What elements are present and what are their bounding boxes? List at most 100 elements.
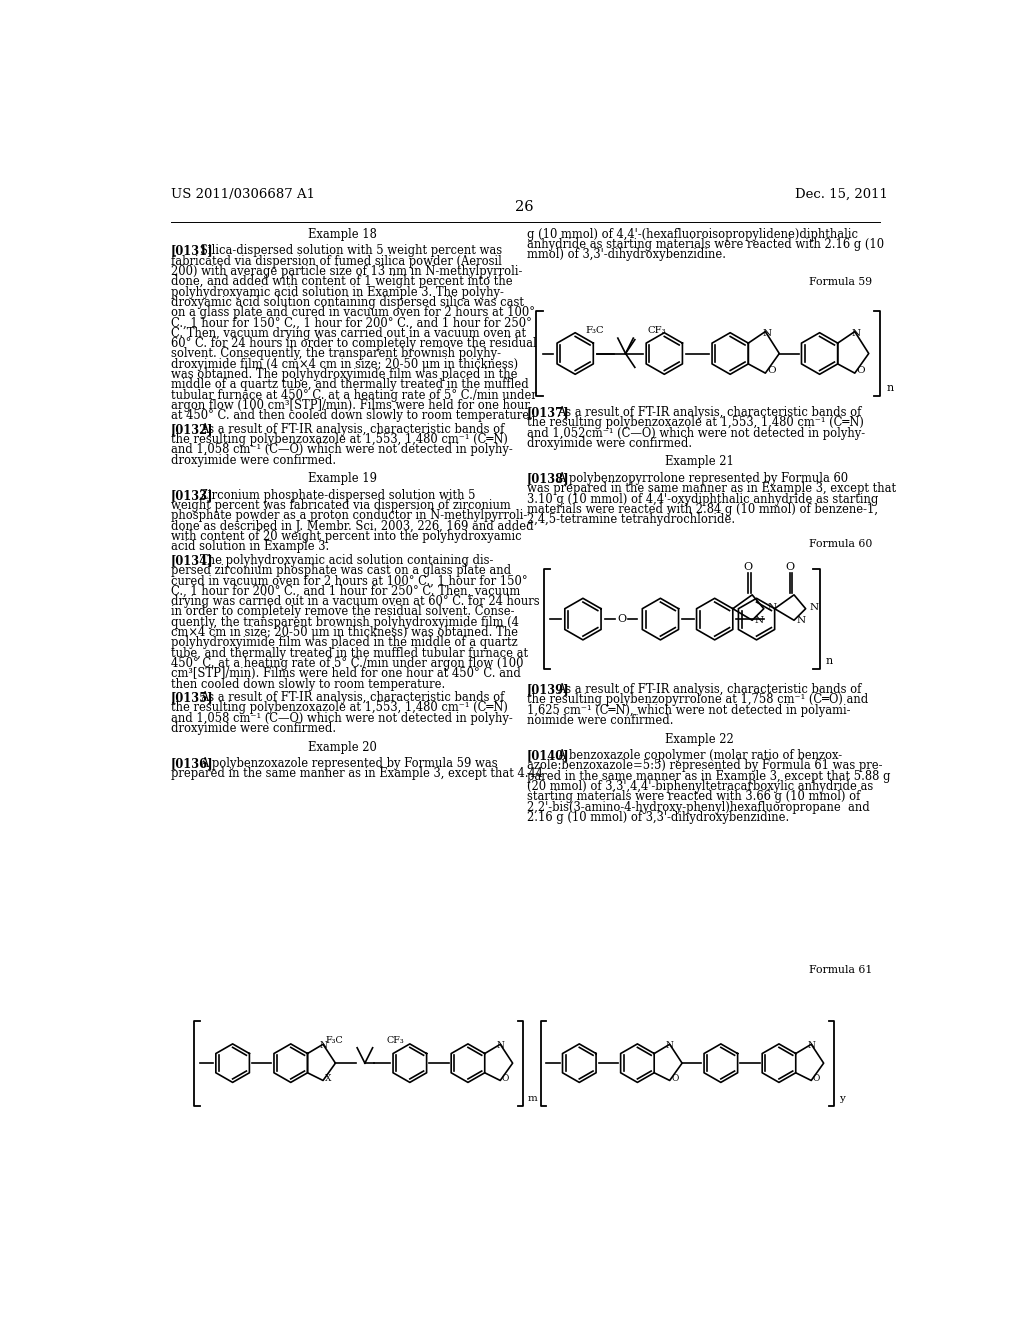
- Text: [0137]: [0137]: [527, 407, 569, 418]
- Text: Formula 61: Formula 61: [809, 965, 872, 974]
- Text: weight percent was fabricated via dispersion of zirconium: weight percent was fabricated via disper…: [171, 499, 510, 512]
- Text: As a result of FT-IR analysis, characteristic bands of: As a result of FT-IR analysis, character…: [200, 692, 505, 704]
- Text: persed zirconium phosphate was cast on a glass plate and: persed zirconium phosphate was cast on a…: [171, 564, 511, 577]
- Text: Zirconium phosphate-dispersed solution with 5: Zirconium phosphate-dispersed solution w…: [200, 488, 475, 502]
- Text: and 1,058 cm⁻¹ (C—O) which were not detected in polyhy-: and 1,058 cm⁻¹ (C—O) which were not dete…: [171, 711, 512, 725]
- Text: Formula 59: Formula 59: [809, 277, 872, 288]
- Text: N: N: [666, 1041, 674, 1051]
- Text: [0140]: [0140]: [527, 750, 569, 762]
- Text: [0136]: [0136]: [171, 758, 213, 770]
- Text: acid solution in Example 3.: acid solution in Example 3.: [171, 540, 329, 553]
- Text: droxyimide film (4 cm×4 cm in size; 20-50 μm in thickness): droxyimide film (4 cm×4 cm in size; 20-5…: [171, 358, 518, 371]
- Text: O: O: [502, 1074, 509, 1084]
- Text: Silica-dispersed solution with 5 weight percent was: Silica-dispersed solution with 5 weight …: [200, 244, 502, 257]
- Text: N: N: [497, 1041, 504, 1051]
- Text: N: N: [755, 615, 764, 624]
- Text: CF₃: CF₃: [387, 1036, 404, 1044]
- Text: was prepared in the same manner as in Example 3, except that: was prepared in the same manner as in Ex…: [527, 482, 896, 495]
- Text: tubular furnace at 450° C. at a heating rate of 5° C./min under: tubular furnace at 450° C. at a heating …: [171, 389, 537, 401]
- Text: Formula 60: Formula 60: [809, 539, 872, 549]
- Text: [0135]: [0135]: [171, 692, 213, 704]
- Text: argon flow (100 cm³[STP]/min). Films were held for one hour: argon flow (100 cm³[STP]/min). Films wer…: [171, 399, 529, 412]
- Text: O: O: [785, 562, 795, 572]
- Text: O: O: [813, 1074, 820, 1084]
- Text: y: y: [839, 1094, 845, 1104]
- Text: mmol) of 3,3'-dihydroxybenzidine.: mmol) of 3,3'-dihydroxybenzidine.: [527, 248, 726, 261]
- Text: at 450° C. and then cooled down slowly to room temperature.: at 450° C. and then cooled down slowly t…: [171, 409, 532, 422]
- Text: tube, and thermally treated in the muffled tubular furnace at: tube, and thermally treated in the muffl…: [171, 647, 527, 660]
- Text: Example 20: Example 20: [308, 741, 377, 754]
- Text: the resulting polybenzoxazole at 1,553, 1,480 cm⁻¹ (C═N): the resulting polybenzoxazole at 1,553, …: [171, 433, 508, 446]
- Text: 450° C. at a heating rate of 5° C./min under argon flow (100: 450° C. at a heating rate of 5° C./min u…: [171, 657, 523, 671]
- Text: g (10 mmol) of 4,4'-(hexafluoroisopropylidene)diphthalic: g (10 mmol) of 4,4'-(hexafluoroisopropyl…: [527, 228, 858, 240]
- Text: anhydride as starting materials were reacted with 2.16 g (10: anhydride as starting materials were rea…: [527, 238, 885, 251]
- Text: and 1,058 cm⁻¹ (C—O) which were not detected in polyhy-: and 1,058 cm⁻¹ (C—O) which were not dete…: [171, 444, 512, 457]
- Text: O: O: [743, 562, 753, 572]
- Text: N: N: [797, 615, 806, 624]
- Text: F₃C: F₃C: [586, 326, 604, 335]
- Text: The polyhydroxyamic acid solution containing dis-: The polyhydroxyamic acid solution contai…: [200, 554, 494, 566]
- Text: was obtained. The polyhydroxyimide film was placed in the: was obtained. The polyhydroxyimide film …: [171, 368, 517, 381]
- Text: A benzoxazole copolymer (molar ratio of benzox-: A benzoxazole copolymer (molar ratio of …: [557, 750, 842, 762]
- Text: [0139]: [0139]: [527, 682, 569, 696]
- Text: n: n: [825, 656, 834, 667]
- Text: droxyamic acid solution containing dispersed silica was cast: droxyamic acid solution containing dispe…: [171, 296, 523, 309]
- Text: and 1,052cm⁻¹ (C—O) which were not detected in polyhy-: and 1,052cm⁻¹ (C—O) which were not detec…: [527, 426, 865, 440]
- Text: N: N: [762, 330, 771, 338]
- Text: C. Then, vacuum drying was carried out in a vacuum oven at: C. Then, vacuum drying was carried out i…: [171, 327, 525, 339]
- Text: [0138]: [0138]: [527, 473, 569, 484]
- Text: droxyimide were confirmed.: droxyimide were confirmed.: [527, 437, 692, 450]
- Text: O: O: [672, 1074, 679, 1084]
- Text: 26: 26: [515, 199, 535, 214]
- Text: C., 1 hour for 150° C., 1 hour for 200° C., and 1 hour for 250°: C., 1 hour for 150° C., 1 hour for 200° …: [171, 317, 531, 330]
- Text: US 2011/0306687 A1: US 2011/0306687 A1: [171, 187, 314, 201]
- Text: As a result of FT-IR analysis, characteristic bands of: As a result of FT-IR analysis, character…: [557, 407, 861, 418]
- Text: N: N: [852, 330, 861, 338]
- Text: [0133]: [0133]: [171, 488, 213, 502]
- Text: [0132]: [0132]: [171, 422, 213, 436]
- Text: the resulting polybenzopyrrolone at 1,758 cm⁻¹ (C═O) and: the resulting polybenzopyrrolone at 1,75…: [527, 693, 868, 706]
- Text: Example 21: Example 21: [665, 455, 733, 469]
- Text: [0134]: [0134]: [171, 554, 213, 566]
- Text: 3.10 g (10 mmol) of 4,4'-oxydiphthalic anhydride as starting: 3.10 g (10 mmol) of 4,4'-oxydiphthalic a…: [527, 492, 879, 506]
- Text: A polybenzoxazole represented by Formula 59 was: A polybenzoxazole represented by Formula…: [200, 758, 498, 770]
- Text: As a result of FT-IR analysis, characteristic bands of: As a result of FT-IR analysis, character…: [200, 422, 505, 436]
- Text: then cooled down slowly to room temperature.: then cooled down slowly to room temperat…: [171, 677, 444, 690]
- Text: done as described in J. Membr. Sci. 2003, 226, 169 and added: done as described in J. Membr. Sci. 2003…: [171, 520, 534, 533]
- Text: 200) with average particle size of 13 nm in N-methylpyrroli-: 200) with average particle size of 13 nm…: [171, 265, 522, 279]
- Text: As a result of FT-IR analysis, characteristic bands of: As a result of FT-IR analysis, character…: [557, 682, 861, 696]
- Text: phosphate powder as a proton conductor in N-methylpyrroli-: phosphate powder as a proton conductor i…: [171, 510, 527, 523]
- Text: N: N: [319, 1041, 327, 1051]
- Text: cm³[STP]/min). Films were held for one hour at 450° C. and: cm³[STP]/min). Films were held for one h…: [171, 668, 520, 680]
- Text: Example 19: Example 19: [308, 473, 377, 486]
- Text: droxyimide were confirmed.: droxyimide were confirmed.: [171, 722, 336, 735]
- Text: fabricated via dispersion of fumed silica powder (Aerosil: fabricated via dispersion of fumed silic…: [171, 255, 502, 268]
- Text: droxyimide were confirmed.: droxyimide were confirmed.: [171, 454, 336, 467]
- Text: pared in the same manner as in Example 3, except that 5.88 g: pared in the same manner as in Example 3…: [527, 770, 891, 783]
- Text: N: N: [810, 603, 818, 611]
- Text: azole:benzoxazole=5:5) represented by Formula 61 was pre-: azole:benzoxazole=5:5) represented by Fo…: [527, 759, 883, 772]
- Text: O: O: [617, 614, 627, 624]
- Text: 2,4,5-tetramine tetrahydrochloride.: 2,4,5-tetramine tetrahydrochloride.: [527, 513, 735, 527]
- Text: Dec. 15, 2011: Dec. 15, 2011: [795, 187, 888, 201]
- Text: [0131]: [0131]: [171, 244, 213, 257]
- Text: cured in vacuum oven for 2 hours at 100° C., 1 hour for 150°: cured in vacuum oven for 2 hours at 100°…: [171, 574, 527, 587]
- Text: polyhydroxyamic acid solution in Example 3. The polyhy-: polyhydroxyamic acid solution in Example…: [171, 285, 504, 298]
- Text: 60° C. for 24 hours in order to completely remove the residual: 60° C. for 24 hours in order to complete…: [171, 337, 537, 350]
- Text: Example 22: Example 22: [665, 733, 733, 746]
- Text: prepared in the same manner as in Example 3, except that 4.44: prepared in the same manner as in Exampl…: [171, 767, 543, 780]
- Text: starting materials were reacted with 3.66 g (10 mmol) of: starting materials were reacted with 3.6…: [527, 791, 860, 804]
- Text: 2,2'-bis(3-amino-4-hydroxy-phenyl)hexafluoropropane  and: 2,2'-bis(3-amino-4-hydroxy-phenyl)hexafl…: [527, 801, 869, 813]
- Text: materials were reacted with 2.84 g (10 mmol) of benzene-1,: materials were reacted with 2.84 g (10 m…: [527, 503, 879, 516]
- Text: m: m: [528, 1094, 538, 1104]
- Text: A polybenzopyrrolone represented by Formula 60: A polybenzopyrrolone represented by Form…: [557, 473, 848, 484]
- Text: N: N: [768, 603, 777, 611]
- Text: X: X: [325, 1074, 331, 1084]
- Text: O: O: [767, 367, 775, 375]
- Text: N: N: [807, 1041, 815, 1051]
- Text: Example 18: Example 18: [308, 228, 377, 240]
- Text: n: n: [887, 383, 894, 393]
- Text: C., 1 hour for 200° C., and 1 hour for 250° C. Then, vacuum: C., 1 hour for 200° C., and 1 hour for 2…: [171, 585, 520, 598]
- Text: F₃C: F₃C: [326, 1036, 343, 1044]
- Text: drying was carried out in a vacuum oven at 60° C. for 24 hours: drying was carried out in a vacuum oven …: [171, 595, 540, 609]
